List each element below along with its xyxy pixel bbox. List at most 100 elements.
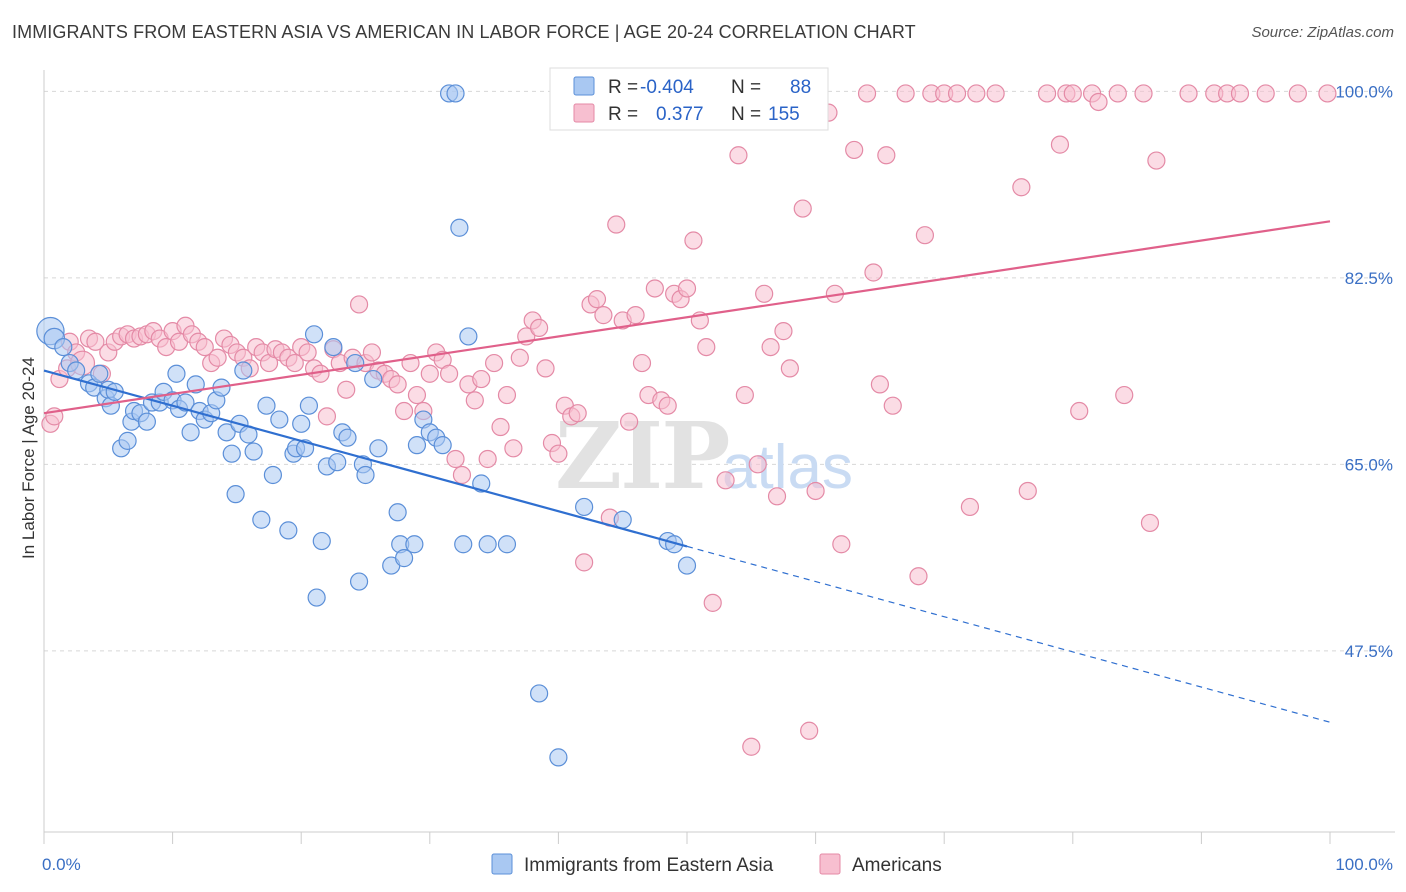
data-point: [186, 375, 205, 394]
data-point: [1318, 84, 1337, 103]
data-point: [292, 414, 311, 433]
data-point: [1037, 84, 1057, 103]
data-point: [947, 84, 967, 103]
data-point: [317, 407, 337, 426]
data-point: [195, 337, 214, 357]
data-point: [497, 385, 517, 405]
data-point: [388, 375, 407, 394]
data-point: [217, 423, 236, 442]
data-point: [1115, 385, 1134, 405]
series-immigrants-eastern-asia: [36, 84, 697, 767]
data-point: [1179, 84, 1198, 103]
data-point: [806, 481, 825, 501]
data-point: [369, 439, 388, 458]
data-point: [864, 263, 883, 282]
data-point: [530, 684, 549, 703]
legend-r-label-2: R =: [608, 104, 638, 125]
data-point: [491, 417, 510, 437]
data-point: [877, 146, 896, 165]
data-point: [1256, 84, 1275, 103]
data-point: [356, 465, 375, 485]
data-point: [549, 748, 568, 767]
data-point: [328, 453, 347, 472]
data-point: [472, 474, 491, 493]
data-point: [594, 306, 613, 325]
data-point: [181, 423, 200, 442]
data-point: [349, 572, 369, 591]
data-point: [504, 439, 523, 458]
data-point: [485, 353, 504, 373]
data-point: [1018, 481, 1037, 501]
data-point: [575, 553, 594, 572]
data-point: [234, 361, 253, 380]
data-point: [697, 337, 716, 357]
data-point: [362, 343, 382, 362]
watermark-atlas: atlas: [722, 433, 853, 502]
data-point: [208, 348, 227, 367]
data-point: [459, 327, 478, 346]
data-point: [677, 279, 697, 298]
data-point: [716, 471, 735, 490]
data-point: [446, 84, 465, 103]
series-americans: [41, 84, 1337, 756]
data-point: [613, 510, 632, 529]
data-point: [857, 84, 877, 103]
data-point: [568, 404, 587, 423]
data-point: [883, 396, 902, 415]
legend-swatch-pink: [573, 103, 595, 123]
data-point: [86, 332, 105, 351]
data-point: [780, 359, 799, 378]
data-point: [587, 290, 607, 309]
y-tick-label: 100.0%: [1335, 82, 1393, 101]
data-point: [1050, 135, 1070, 154]
data-point: [222, 444, 241, 463]
data-point: [748, 455, 767, 474]
data-point: [394, 401, 414, 421]
data-point: [645, 279, 664, 298]
data-point: [677, 556, 697, 575]
data-point: [270, 410, 289, 429]
data-point: [986, 84, 1005, 103]
stats-legend: R = -0.404 N = 88 R = 0.377 N = 155: [549, 67, 829, 131]
data-point: [909, 567, 928, 586]
data-point: [658, 396, 677, 415]
data-point: [960, 497, 980, 517]
data-point: [338, 428, 357, 447]
data-point: [1089, 92, 1108, 112]
data-point: [607, 215, 626, 234]
data-point: [407, 436, 427, 455]
data-point: [298, 343, 317, 362]
data-point: [364, 369, 383, 389]
data-point: [252, 510, 271, 529]
data-point: [433, 436, 452, 455]
legend-r-label-1: R =: [608, 77, 638, 98]
watermark-zip: ZIP: [555, 402, 728, 510]
data-point: [620, 412, 639, 431]
data-point: [530, 318, 549, 338]
watermark: ZIP atlas: [555, 402, 853, 510]
data-point: [870, 375, 890, 394]
data-point: [304, 325, 324, 344]
legend-r-value-1: -0.404: [640, 77, 694, 98]
series-legend: Immigrants from Eastern Asia Americans: [491, 853, 942, 876]
data-point: [450, 218, 469, 237]
data-point: [257, 396, 276, 415]
data-point: [478, 535, 497, 554]
trend-line-pink: [43, 220, 1331, 415]
data-point: [279, 521, 298, 540]
data-point: [684, 231, 703, 250]
data-point: [90, 364, 109, 383]
legend-r-value-2: 0.377: [656, 104, 704, 125]
trend-lines: [43, 220, 1331, 723]
data-point: [307, 588, 326, 607]
data-point: [742, 737, 761, 756]
x-tick-label: 100.0%: [1335, 855, 1393, 874]
data-point: [285, 353, 304, 373]
trend-line-blue: [43, 369, 688, 548]
series-legend-label-blue: Immigrants from Eastern Asia: [524, 855, 774, 876]
data-point: [472, 369, 491, 389]
data-point: [446, 449, 465, 469]
data-point: [388, 503, 407, 522]
data-point: [478, 449, 497, 469]
data-point: [465, 391, 484, 410]
